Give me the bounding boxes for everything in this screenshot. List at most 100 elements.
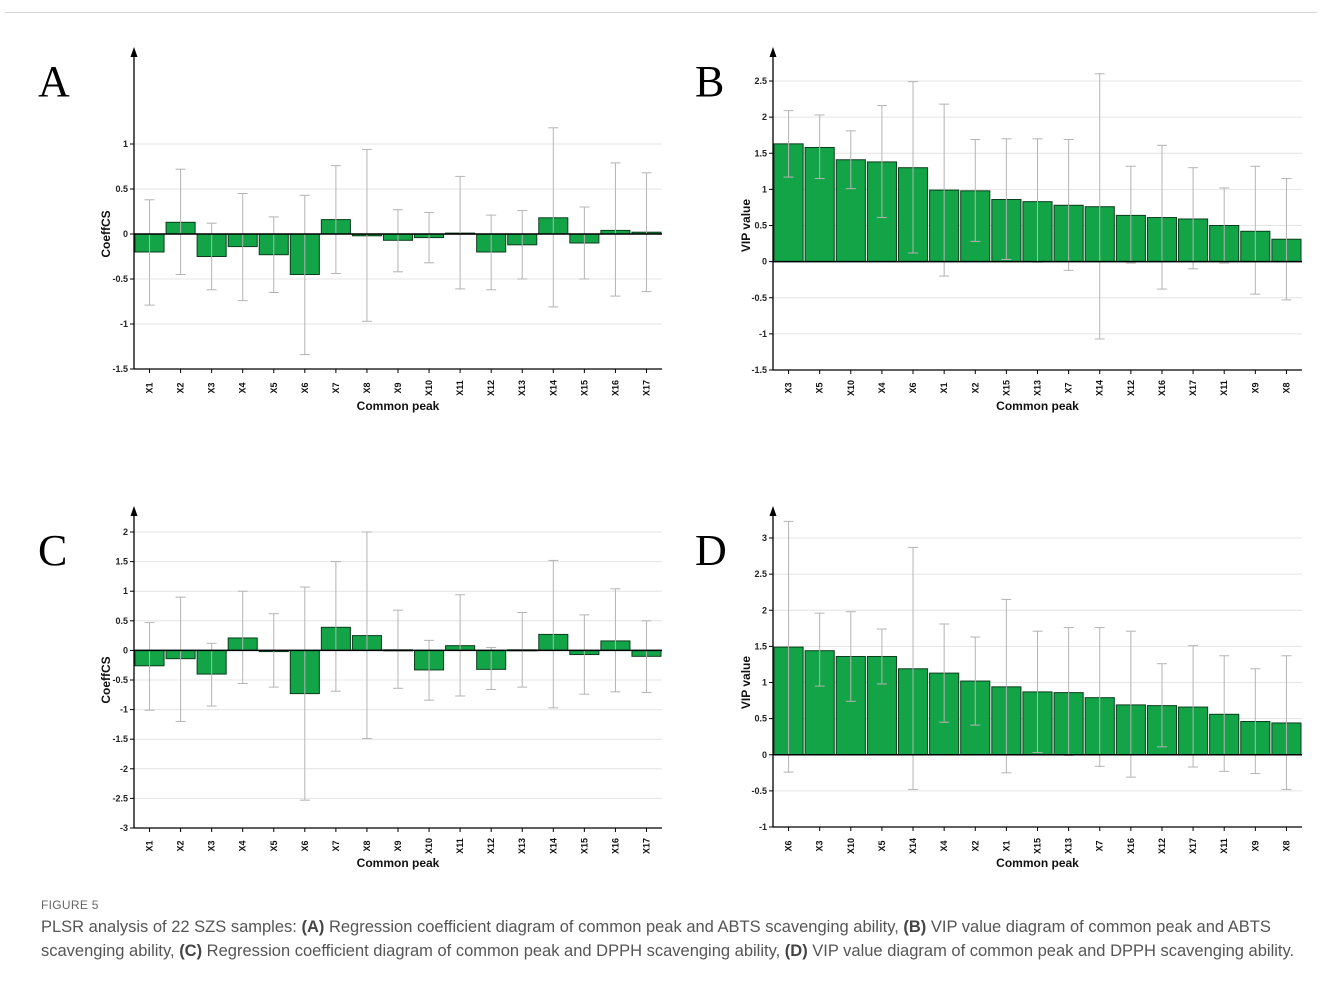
- x-axis-label: Common peak: [996, 856, 1079, 870]
- caption-intro: PLSR analysis of 22 SZS samples:: [41, 918, 302, 936]
- y-axis-arrow: [769, 506, 777, 516]
- x-tick-label: X11: [455, 838, 465, 854]
- x-tick-label: X9: [1250, 382, 1260, 393]
- x-tick-label: X15: [579, 380, 589, 396]
- y-axis-arrow: [130, 47, 138, 57]
- x-tick-label: X14: [908, 838, 918, 854]
- x-tick-label: X11: [455, 380, 465, 396]
- x-tick-label: X7: [1064, 382, 1074, 393]
- x-tick-label: X16: [610, 838, 620, 854]
- y-tick-label: -0.5: [751, 293, 767, 303]
- y-tick-label: 2.5: [754, 569, 767, 579]
- x-tick-label: X2: [176, 840, 186, 851]
- x-tick-label: X15: [1001, 380, 1011, 396]
- x-tick-label: X9: [393, 382, 403, 393]
- y-tick-label: 0: [123, 229, 128, 239]
- x-tick-label: X10: [846, 380, 856, 396]
- x-tick-label: X14: [548, 380, 558, 396]
- x-tick-label: X13: [1064, 838, 1074, 854]
- caption-tag-c: (C): [179, 942, 203, 960]
- x-tick-label: X13: [1033, 380, 1043, 396]
- y-axis-arrow: [130, 506, 138, 516]
- y-tick-label: 0.5: [754, 221, 767, 231]
- caption-part-d: VIP value diagram of common peak and DPP…: [807, 942, 1295, 960]
- figure-charts: 1 0.5 0 -0.5 -1 -1.5 X1 X2 X3 X4 X5 X6 X7 X8 X9 X10 X11 X…: [38, 47, 1302, 870]
- x-tick-label: X4: [238, 382, 248, 393]
- y-tick-label: -0.5: [112, 675, 128, 685]
- x-tick-label: X6: [784, 840, 794, 851]
- x-tick-label: X7: [1095, 840, 1105, 851]
- x-tick-label: X4: [877, 382, 887, 393]
- x-tick-label: X7: [331, 840, 341, 851]
- y-axis-label: VIP value: [739, 199, 753, 252]
- x-tick-label: X3: [784, 382, 794, 393]
- x-tick-label: X2: [176, 382, 186, 393]
- y-tick-label: 1.5: [754, 641, 767, 651]
- x-tick-label: X14: [1095, 380, 1105, 396]
- caption-part-a: Regression coefficient diagram of common…: [324, 918, 904, 936]
- x-tick-label: X17: [641, 380, 651, 396]
- y-axis-arrow: [769, 47, 777, 57]
- panel-letter: D: [695, 526, 727, 575]
- y-axis-label: CoeffCS: [99, 656, 113, 703]
- panel-letter: C: [38, 526, 67, 575]
- y-tick-label: 1: [762, 678, 767, 688]
- x-tick-label: X7: [331, 382, 341, 393]
- y-tick-label: 1.5: [754, 148, 767, 158]
- x-tick-label: X5: [269, 840, 279, 851]
- x-tick-label: X17: [641, 838, 651, 854]
- figure-caption: FIGURE 5 PLSR analysis of 22 SZS samples…: [41, 897, 1306, 963]
- y-tick-label: -3: [120, 823, 128, 833]
- x-axis-label: Common peak: [996, 399, 1079, 413]
- y-tick-label: -1.5: [112, 734, 128, 744]
- y-tick-label: -1: [759, 329, 767, 339]
- x-tick-label: X8: [362, 840, 372, 851]
- x-tick-label: X4: [939, 840, 949, 851]
- x-tick-label: X5: [877, 840, 887, 851]
- x-tick-label: X8: [1281, 382, 1291, 393]
- x-tick-label: X6: [908, 382, 918, 393]
- panel-letter: A: [38, 57, 70, 106]
- x-tick-label: X17: [1188, 380, 1198, 396]
- x-tick-label: X10: [424, 838, 434, 854]
- x-tick-label: X16: [1126, 838, 1136, 854]
- panel-letter: B: [695, 57, 724, 106]
- y-tick-label: 2: [123, 527, 128, 537]
- x-tick-label: X4: [238, 840, 248, 851]
- x-tick-label: X12: [486, 380, 496, 396]
- y-tick-label: -1: [759, 822, 767, 832]
- chart-panel-c: 2 1.5 1 0.5 0 -0.5 -1 -1.5 -2 -2.5 -3 X1 X2 X3 X4 X5 X6 X…: [38, 506, 662, 870]
- y-tick-label: 0: [762, 750, 767, 760]
- y-tick-label: 2: [762, 605, 767, 615]
- y-tick-label: 2: [762, 112, 767, 122]
- y-tick-label: -1.5: [751, 365, 767, 375]
- y-tick-label: 1: [762, 184, 767, 194]
- y-tick-label: -0.5: [112, 274, 128, 284]
- x-tick-label: X13: [517, 380, 527, 396]
- chart-panel-a: 1 0.5 0 -0.5 -1 -1.5 X1 X2 X3 X4 X5 X6 X7 X8 X9 X10 X11 X…: [38, 47, 662, 413]
- x-tick-label: X15: [579, 838, 589, 854]
- x-tick-label: X17: [1188, 838, 1198, 854]
- x-tick-label: X9: [1250, 840, 1260, 851]
- x-axis-label: Common peak: [357, 399, 440, 413]
- y-tick-label: 0.5: [115, 184, 128, 194]
- caption-tag-b: (B): [903, 918, 927, 936]
- chart-panel-b: 2.5 2 1.5 1 0.5 0 -0.5 -1 -1.5 X3 X5 X10 X4 X6 X1 X2 X15…: [695, 47, 1302, 413]
- chart-panel-d: 3 2.5 2 1.5 1 0.5 0 -0.5 -1 X6 X3 X10 X5 X14 X4 X2 X1 X15…: [695, 506, 1302, 870]
- y-tick-label: 2.5: [754, 76, 767, 86]
- y-tick-label: -1.5: [112, 364, 128, 374]
- y-tick-label: -1: [120, 705, 128, 715]
- x-tick-label: X16: [1157, 380, 1167, 396]
- x-tick-label: X9: [393, 840, 403, 851]
- caption-part-b: VIP value diagram of common peak and ABT…: [41, 918, 1271, 960]
- x-tick-label: X3: [815, 840, 825, 851]
- figure-label: FIGURE 5: [41, 898, 99, 912]
- x-tick-label: X10: [424, 380, 434, 396]
- x-tick-label: X12: [486, 838, 496, 854]
- x-tick-label: X5: [269, 382, 279, 393]
- x-tick-label: X13: [517, 838, 527, 854]
- caption-part-c: Regression coefficient diagram of common…: [202, 942, 785, 960]
- x-tick-label: X1: [145, 382, 155, 393]
- caption-text: PLSR analysis of 22 SZS samples: (A) Reg…: [41, 915, 1306, 963]
- x-tick-label: X11: [1219, 380, 1229, 396]
